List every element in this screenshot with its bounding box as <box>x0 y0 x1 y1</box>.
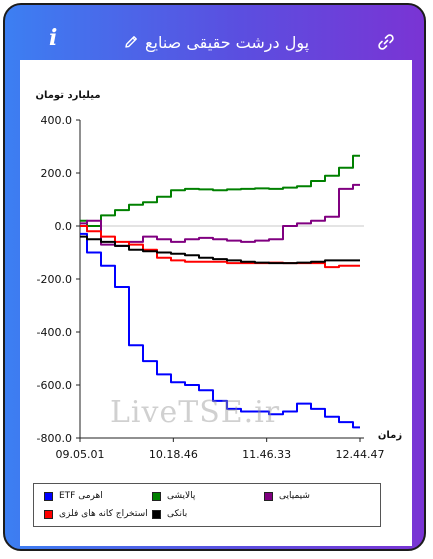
series-line-0 <box>80 232 360 429</box>
app-frame: i پول درشت حقیقی صنایع 400.0 200.0 0.0 -200… <box>3 3 426 551</box>
y-tick-label: -600.0 <box>37 379 72 392</box>
y-tick-label: 0.0 <box>55 220 73 233</box>
legend-item-bank[interactable]: بانکی <box>152 506 187 522</box>
title-bar: پول درشت حقیقی صنایع <box>123 27 309 57</box>
x-tick-label: 12.44.47 <box>336 448 385 461</box>
series-line-3 <box>80 225 360 269</box>
series-line-1 <box>80 154 360 227</box>
legend-swatch <box>152 509 161 519</box>
y-tick-label: -200.0 <box>37 273 72 286</box>
legend-item-metal[interactable]: استخراج کانه های فلزی <box>44 506 148 522</box>
header: i پول درشت حقیقی صنایع <box>5 5 424 57</box>
y-tick-label: 200.0 <box>41 167 73 180</box>
x-tick-label: 09.05.01 <box>56 448 105 461</box>
legend-swatch <box>44 509 53 519</box>
x-tick-label: 11.46.33 <box>242 448 291 461</box>
legend-item-etf[interactable]: ETF اهرمی <box>44 488 103 504</box>
link-icon[interactable] <box>377 33 395 51</box>
legend-swatch <box>152 491 161 501</box>
y-axis-label: میلیارد تومان <box>35 90 100 101</box>
legend-label: ETF اهرمی <box>59 491 103 501</box>
y-tick-label: 400.0 <box>41 114 73 127</box>
legend-item-refinery[interactable]: پالایشی <box>152 488 195 504</box>
legend-label: استخراج کانه های فلزی <box>59 509 148 519</box>
legend-swatch <box>264 491 273 501</box>
y-tick-label: -800.0 <box>37 432 72 445</box>
page-title: پول درشت حقیقی صنایع <box>145 32 310 52</box>
info-icon[interactable]: i <box>49 25 58 51</box>
x-tick-label: 10.18.46 <box>149 448 198 461</box>
series-line-4 <box>80 235 360 265</box>
chart-panel: 400.0 200.0 0.0 -200.0 -400.0 -600.0 -800.0 09.… <box>20 60 412 546</box>
watermark: LiveTSE.ir <box>110 395 281 430</box>
line-chart: 400.0 200.0 0.0 -200.0 -400.0 -600.0 -800.0 09.… <box>35 90 402 461</box>
pencil-icon[interactable] <box>123 34 139 50</box>
legend-swatch <box>44 491 53 501</box>
legend-item-chemical[interactable]: شیمیایی <box>264 488 310 504</box>
legend-label: بانکی <box>167 509 188 519</box>
chart-legend: ETF اهرمی پالایشی شیمیایی استخراج کانه ه… <box>33 483 381 527</box>
legend-label: پالایشی <box>167 491 196 501</box>
x-axis-label: زمان <box>378 430 402 441</box>
legend-label: شیمیایی <box>279 491 310 501</box>
series-line-2 <box>80 183 360 247</box>
y-tick-label: -400.0 <box>37 326 72 339</box>
